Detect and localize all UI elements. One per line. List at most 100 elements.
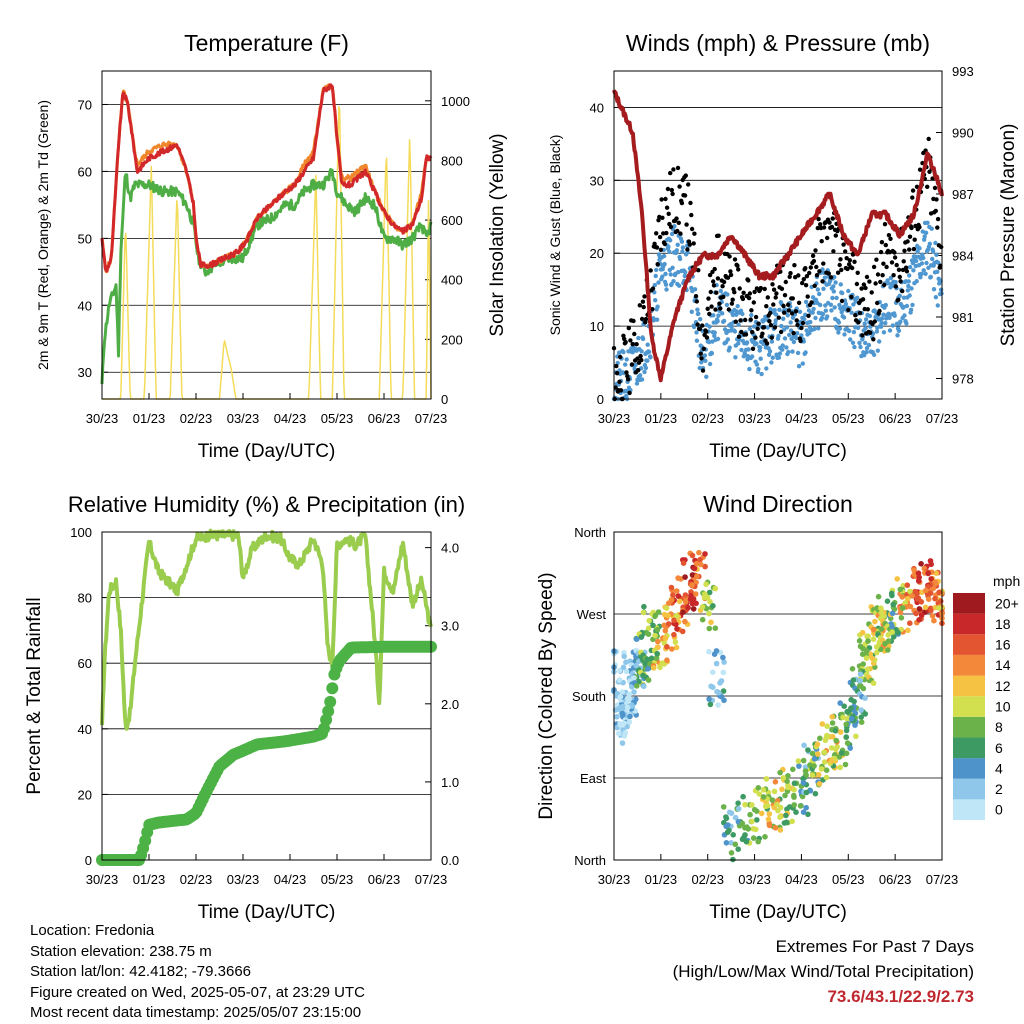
- direction-point: [661, 622, 667, 629]
- wind-point: [910, 260, 916, 266]
- direction-point: [671, 631, 677, 638]
- gust-point: [914, 184, 920, 189]
- gust-point: [743, 317, 748, 323]
- direction-point: [760, 787, 767, 793]
- gust-point: [896, 267, 902, 272]
- direction-ylabel-left: Direction (Colored By Speed): [536, 572, 557, 819]
- wind-point: [848, 337, 853, 342]
- wind-point: [758, 345, 763, 350]
- wind-point: [935, 303, 940, 308]
- direction-point: [762, 803, 769, 810]
- direction-xtick-label: 02/23: [691, 872, 724, 887]
- temperature-xtick-label: 02/23: [180, 411, 213, 426]
- gust-point: [882, 282, 887, 288]
- direction-point: [707, 701, 714, 708]
- wind-point: [857, 340, 862, 346]
- gust-point: [847, 258, 852, 263]
- gust-point: [762, 286, 767, 292]
- gust-point: [821, 225, 827, 230]
- gust-point: [768, 310, 773, 316]
- gust-point: [648, 268, 653, 273]
- direction-point: [791, 792, 797, 799]
- gust-point: [740, 296, 746, 302]
- direction-point: [720, 688, 727, 694]
- gust-point: [865, 307, 870, 312]
- gust-point: [756, 321, 761, 326]
- gust-point: [658, 247, 664, 252]
- humidity-title: Relative Humidity (%) & Precipitation (i…: [68, 492, 465, 517]
- wind-point: [624, 357, 629, 362]
- direction-point: [823, 734, 830, 740]
- wind-point: [907, 264, 913, 270]
- wind-point: [830, 295, 835, 301]
- direction-point: [918, 561, 924, 567]
- gust-point: [864, 274, 870, 280]
- gust-point: [743, 332, 749, 337]
- wind-point: [898, 319, 903, 324]
- wind-point: [846, 288, 851, 294]
- wind-point: [881, 312, 886, 317]
- wind-point: [736, 337, 742, 343]
- gust-point: [713, 307, 718, 312]
- wind-point: [773, 321, 778, 326]
- gust-point: [664, 230, 669, 236]
- wind-point: [862, 321, 867, 326]
- wind-point: [769, 339, 775, 344]
- gust-point: [664, 205, 670, 210]
- wind-point: [927, 241, 932, 246]
- direction-point: [754, 808, 760, 814]
- gust-point: [715, 276, 721, 281]
- gust-point: [781, 303, 786, 309]
- gust-point: [618, 388, 624, 393]
- gust-point: [682, 193, 688, 198]
- gust-point: [850, 265, 855, 271]
- direction-point: [654, 650, 660, 657]
- gust-point: [685, 247, 690, 252]
- gust-point: [807, 270, 812, 276]
- temperature-ytick-label: 30: [78, 365, 92, 380]
- wind-point: [921, 255, 926, 261]
- humidity-xlabel: Time (Day/UTC): [198, 902, 336, 923]
- direction-point: [691, 565, 698, 572]
- direction-point: [755, 785, 762, 791]
- gust-point: [881, 261, 886, 266]
- direction-point: [802, 768, 809, 774]
- direction-point: [645, 666, 651, 672]
- direction-point: [907, 588, 913, 595]
- direction-point: [676, 598, 683, 605]
- colorbar-swatch: [953, 675, 985, 697]
- gust-point: [749, 308, 754, 313]
- direction-point: [789, 818, 795, 825]
- gust-point: [798, 338, 803, 344]
- direction-point: [815, 751, 821, 757]
- winds-frame: [613, 70, 943, 400]
- gust-point: [874, 257, 879, 262]
- gust-point: [791, 330, 796, 336]
- gust-point: [808, 265, 813, 270]
- wind-point: [875, 348, 880, 353]
- wind-point: [786, 349, 791, 355]
- gust-point: [643, 316, 649, 322]
- wind-point: [707, 324, 712, 329]
- gust-point: [852, 259, 857, 264]
- wind-point: [781, 316, 786, 321]
- wind-point: [751, 324, 757, 329]
- direction-point: [703, 581, 709, 588]
- gust-point: [758, 285, 763, 291]
- wind-point: [885, 281, 891, 286]
- direction-point: [784, 806, 790, 812]
- direction-xtick-label: 06/23: [879, 872, 912, 887]
- direction-point: [650, 665, 657, 671]
- direction-ytick-label: North: [574, 853, 606, 868]
- wind-point: [905, 288, 910, 293]
- wind-point: [904, 303, 910, 309]
- gust-point: [800, 320, 806, 326]
- gust-point: [718, 306, 723, 311]
- wind-point: [807, 330, 812, 336]
- wind-point: [919, 271, 924, 277]
- wind-point: [633, 362, 638, 367]
- dewpoint-line: [100, 167, 433, 385]
- direction-point: [679, 628, 686, 635]
- direction-point: [749, 818, 755, 825]
- direction-point: [713, 648, 720, 654]
